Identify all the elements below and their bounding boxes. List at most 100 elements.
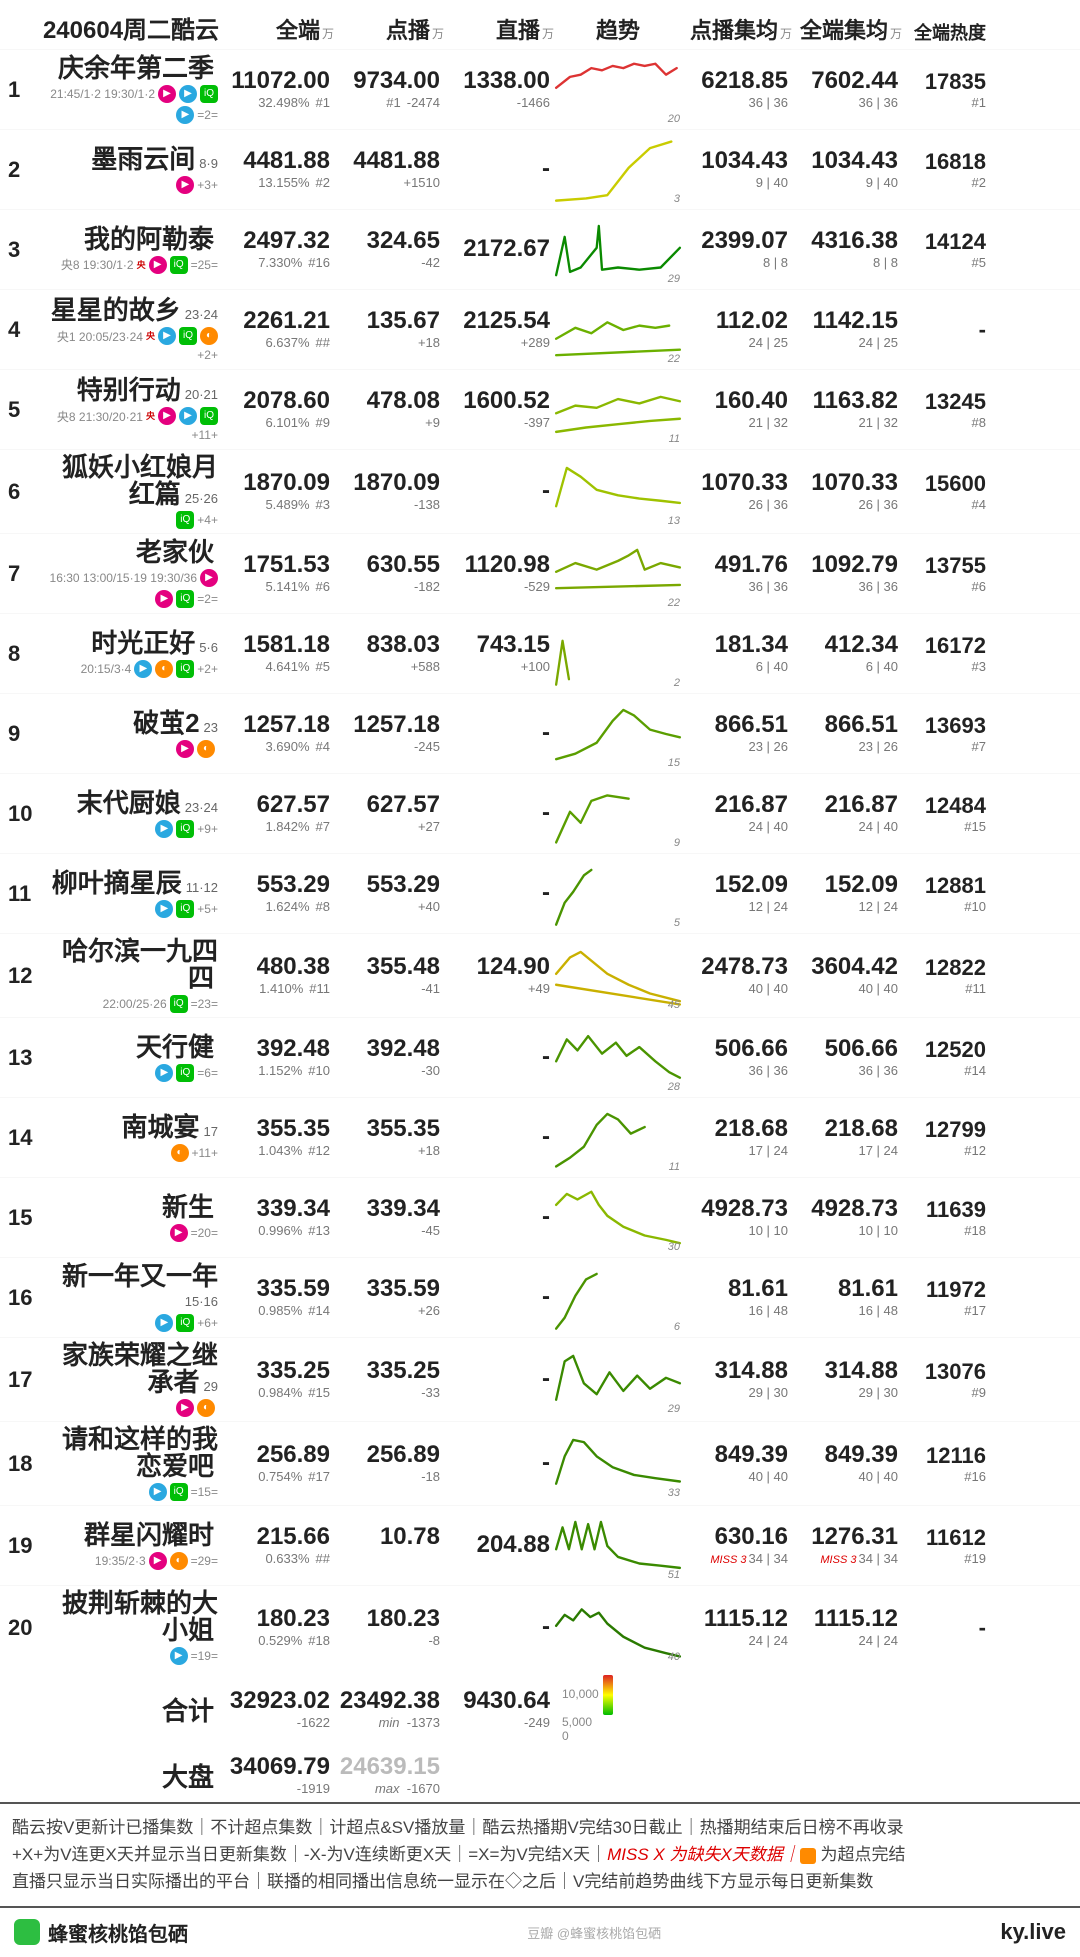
qdjj-cell: 1276.31MISS 334 | 34 <box>792 1525 902 1566</box>
trend-chart: 40 <box>554 1593 682 1663</box>
rank: 12 <box>6 963 38 989</box>
trend-chart: 9 <box>554 779 682 849</box>
table-row: 14 南城宴17 ◐+11+ 355.351.043%#12 355.35+18… <box>0 1097 1080 1177</box>
heat-cell: 12520#14 <box>902 1037 986 1078</box>
qdjj-cell: 1163.8221 | 32 <box>792 389 902 430</box>
zb-cell: 2172.67 <box>444 237 554 263</box>
table-row: 15 新生 ▶=20= 339.340.996%#13 339.34-45 - … <box>0 1177 1080 1257</box>
trend-chart: 29 <box>554 215 682 285</box>
title-block: 南城宴17 ◐+11+ <box>38 1114 224 1162</box>
zb-cell: - <box>444 721 554 747</box>
dbjj-cell: 4928.7310 | 10 <box>682 1197 792 1238</box>
rank: 11 <box>6 881 38 907</box>
heat-cell: 14124#5 <box>902 229 986 270</box>
footer-notes: 酷云按V更新计已播集数｜不计超点集数｜计超点&SV播放量｜酷云热播期V完结30日… <box>0 1802 1080 1908</box>
heat-cell: 16818#2 <box>902 149 986 190</box>
trend-chart: 6 <box>554 1263 682 1333</box>
heat-cell: 11972#17 <box>902 1277 986 1318</box>
title-block: 特别行动20·21 央8 21:30/20·21央▶▶iQ+11+ <box>38 377 224 442</box>
title-block: 星星的故乡23·24 央1 20:05/23·24央▶iQ◐+2+ <box>38 297 224 362</box>
db-cell: 630.55-182 <box>334 553 444 594</box>
title-block: 时光正好5·6 20:15/3·4▶◐iQ+2+ <box>38 630 224 678</box>
trend-chart: 13 <box>554 457 682 527</box>
credit-bar: 蜂蜜核桃馅包硒 豆瓣 @蜂蜜核桃馅包硒 ky.live <box>0 1908 1080 1957</box>
zb-cell: 1338.00-1466 <box>444 69 554 110</box>
rank: 8 <box>6 641 38 667</box>
trend-chart: 11 <box>554 1103 682 1173</box>
qd-cell: 627.571.842%#7 <box>224 793 334 834</box>
db-cell: 355.35+18 <box>334 1117 444 1158</box>
title-block: 请和这样的我恋爱吧 ▶iQ=15= <box>38 1426 224 1501</box>
trend-chart: 30 <box>554 1183 682 1253</box>
table-row: 1 庆余年第二季 21:45/1·2 19:30/1·2▶▶iQ▶=2= 110… <box>0 49 1080 129</box>
dbjj-cell: 1070.3326 | 36 <box>682 471 792 512</box>
zb-cell: 2125.54+289 <box>444 309 554 350</box>
trend-chart: 29 <box>554 1345 682 1415</box>
trend-chart: 33 <box>554 1429 682 1499</box>
rank: 16 <box>6 1285 38 1311</box>
zb-cell: 1120.98-529 <box>444 553 554 594</box>
heat-cell: 13755#6 <box>902 553 986 594</box>
qdjj-cell: 1092.7936 | 36 <box>792 553 902 594</box>
trend-chart: 2 <box>554 619 682 689</box>
dbjj-cell: 866.5123 | 26 <box>682 713 792 754</box>
qdjj-cell: 1070.3326 | 36 <box>792 471 902 512</box>
qdjj-cell: 866.5123 | 26 <box>792 713 902 754</box>
db-cell: 339.34-45 <box>334 1197 444 1238</box>
db-cell: 335.59+26 <box>334 1277 444 1318</box>
rank: 13 <box>6 1045 38 1071</box>
rank: 14 <box>6 1125 38 1151</box>
table-row: 12 哈尔滨一九四四 22:00/25·26iQ=23= 480.381.410… <box>0 933 1080 1017</box>
table-row: 20 披荆斩棘的大小姐 ▶=19= 180.230.529%#18 180.23… <box>0 1585 1080 1669</box>
qdjj-cell: 314.8829 | 30 <box>792 1359 902 1400</box>
table-row: 6 狐妖小红娘月红篇25·26 iQ+4+ 1870.095.489%#3 18… <box>0 449 1080 533</box>
heat-cell: 16172#3 <box>902 633 986 674</box>
trend-chart: 51 <box>554 1511 682 1581</box>
heat-cell: 12116#16 <box>902 1443 986 1484</box>
db-cell: 1870.09-138 <box>334 471 444 512</box>
zb-cell: 1600.52-397 <box>444 389 554 430</box>
trend-chart: 3 <box>554 135 682 205</box>
qd-cell: 11072.0032.498%#1 <box>224 69 334 110</box>
db-cell: 553.29+40 <box>334 873 444 914</box>
table-row: 10 末代厨娘23·24 ▶iQ+9+ 627.571.842%#7 627.5… <box>0 773 1080 853</box>
qdjj-cell: 3604.4240 | 40 <box>792 955 902 996</box>
zb-cell: 124.90+49 <box>444 955 554 996</box>
qd-cell: 2261.216.637%## <box>224 309 334 350</box>
table-row: 2 墨雨云间8·9 ▶+3+ 4481.8813.155%#2 4481.88+… <box>0 129 1080 209</box>
rank: 19 <box>6 1533 38 1559</box>
trend-chart: 22 <box>554 539 682 609</box>
rank: 17 <box>6 1367 38 1393</box>
db-cell: 355.48-41 <box>334 955 444 996</box>
table-row: 11 柳叶摘星辰11·12 ▶iQ+5+ 553.291.624%#8 553.… <box>0 853 1080 933</box>
trend-chart: 28 <box>554 1023 682 1093</box>
zb-cell: - <box>444 1205 554 1231</box>
qd-cell: 4481.8813.155%#2 <box>224 149 334 190</box>
dbjj-cell: 1034.439 | 40 <box>682 149 792 190</box>
heat-cell: - <box>902 317 986 343</box>
title-block: 末代厨娘23·24 ▶iQ+9+ <box>38 790 224 838</box>
rank: 3 <box>6 237 38 263</box>
rank: 15 <box>6 1205 38 1231</box>
dbjj-cell: 216.8724 | 40 <box>682 793 792 834</box>
heat-cell: 11612#19 <box>902 1525 986 1566</box>
zb-cell: - <box>444 1285 554 1311</box>
dbjj-cell: 152.0912 | 24 <box>682 873 792 914</box>
qdjj-cell: 1142.1524 | 25 <box>792 309 902 350</box>
qd-cell: 335.590.985%#14 <box>224 1277 334 1318</box>
db-cell: 135.67+18 <box>334 309 444 350</box>
zb-cell: - <box>444 1045 554 1071</box>
qd-cell: 339.340.996%#13 <box>224 1197 334 1238</box>
dbjj-cell: 160.4021 | 32 <box>682 389 792 430</box>
table-header: 240604周二酷云 全端万 点播万 直播万 趋势 点播集均万 全端集均万 全端… <box>0 0 1080 49</box>
title-block: 柳叶摘星辰11·12 ▶iQ+5+ <box>38 870 224 918</box>
zb-cell: - <box>444 1367 554 1393</box>
qdjj-cell: 506.6636 | 36 <box>792 1037 902 1078</box>
qd-cell: 2078.606.101%#9 <box>224 389 334 430</box>
heat-cell: 12799#12 <box>902 1117 986 1158</box>
table-row: 5 特别行动20·21 央8 21:30/20·21央▶▶iQ+11+ 2078… <box>0 369 1080 449</box>
qd-cell: 392.481.152%#10 <box>224 1037 334 1078</box>
table-row: 3 我的阿勒泰 央8 19:30/1·2央▶iQ=25= 2497.327.33… <box>0 209 1080 289</box>
title-block: 我的阿勒泰 央8 19:30/1·2央▶iQ=25= <box>38 226 224 274</box>
table-row: 8 时光正好5·6 20:15/3·4▶◐iQ+2+ 1581.184.641%… <box>0 613 1080 693</box>
